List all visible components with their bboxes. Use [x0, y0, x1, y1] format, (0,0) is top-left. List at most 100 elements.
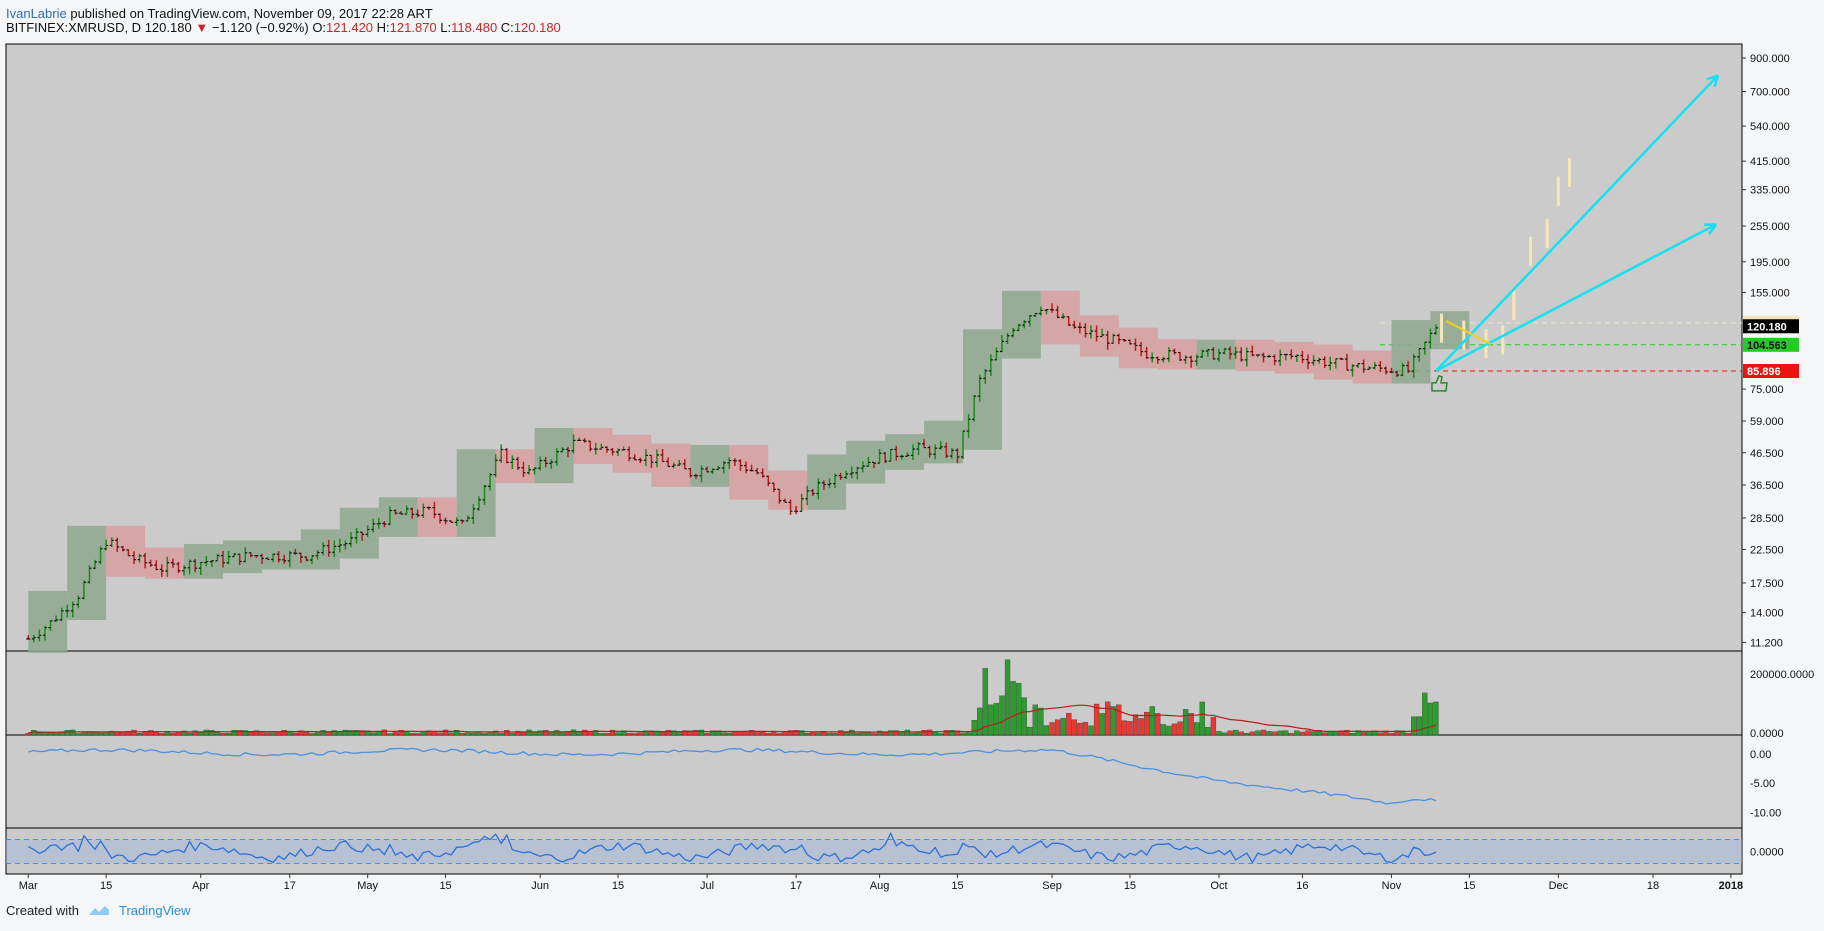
time-tick-label: 2018 — [1719, 880, 1743, 892]
volume-bar — [470, 732, 477, 736]
tradingview-link[interactable]: TradingView — [118, 903, 191, 918]
volume-bar — [1399, 730, 1406, 736]
volume-bar — [1305, 730, 1311, 736]
price-tick-label: 335.000 — [1750, 185, 1790, 197]
volume-bar — [498, 733, 504, 736]
price-tick-label: 14.000 — [1750, 608, 1784, 620]
volume-bar — [1010, 681, 1016, 736]
volume-bar — [1082, 722, 1089, 736]
volume-bar — [632, 733, 638, 736]
volume-bar — [1405, 733, 1411, 736]
volume-bar — [459, 733, 465, 736]
volume-bar — [637, 732, 643, 736]
volume-bar — [849, 729, 855, 736]
volume-bar — [1188, 713, 1194, 736]
volume-bar — [1027, 726, 1033, 736]
volume-bar — [860, 732, 866, 736]
volume-bar — [148, 730, 154, 736]
volume-bar — [426, 730, 432, 736]
volume-bar — [1288, 733, 1294, 736]
volume-bar — [776, 733, 783, 736]
weekly-box — [339, 507, 379, 559]
volume-bar — [643, 730, 649, 736]
volume-bar — [876, 730, 883, 736]
symbol-title: BITFINEX:XMRUSD, D — [6, 20, 142, 35]
volume-bar — [1227, 730, 1233, 736]
volume-bar — [309, 733, 315, 736]
volume-bar — [1221, 732, 1228, 736]
volume-bar — [1054, 719, 1061, 736]
volume-bar — [209, 730, 215, 736]
price-tick-label: 195.000 — [1750, 257, 1790, 269]
volume-bar — [687, 730, 694, 736]
volume-bar — [949, 730, 955, 736]
volume-bar — [437, 732, 443, 736]
weekly-box — [300, 529, 340, 570]
volume-bar — [543, 730, 549, 736]
volume-bar — [1310, 731, 1317, 736]
volume-bar — [648, 730, 655, 736]
volume-bar — [787, 730, 794, 736]
volume-bar — [1021, 697, 1027, 736]
volume-bar — [882, 732, 888, 736]
weekly-box — [690, 445, 730, 487]
volume-bar — [1216, 731, 1222, 736]
volume-bar — [120, 732, 126, 736]
volume-bar — [454, 730, 460, 736]
author-link[interactable]: IvanLabrie — [6, 6, 67, 21]
weekly-box — [846, 440, 886, 484]
low-value: 118.480 — [451, 20, 498, 35]
volume-bar — [1016, 683, 1022, 736]
volume-bar — [520, 732, 527, 736]
volume-bar — [1360, 732, 1367, 736]
time-tick-label: 16 — [1296, 880, 1308, 892]
volume-bar — [965, 732, 972, 736]
last-price: 120.180 — [144, 20, 192, 35]
price-tick-label: 700.000 — [1750, 87, 1790, 99]
volume-tick-label: 0.0000 — [1750, 728, 1784, 740]
volume-bar — [220, 733, 226, 736]
volume-bar — [1205, 727, 1211, 736]
volume-bar — [1182, 709, 1189, 736]
volume-bar — [248, 731, 254, 736]
volume-bar — [170, 732, 176, 736]
volume-bar — [353, 730, 360, 736]
weekly-box — [145, 547, 185, 579]
volume-bar — [92, 732, 98, 736]
price-tick-label: 22.500 — [1750, 544, 1784, 556]
weekly-box — [573, 427, 613, 464]
time-tick-label: Aug — [870, 880, 890, 892]
weekly-box — [1274, 341, 1314, 374]
volume-bar — [804, 733, 810, 736]
price-tick-label: 900.000 — [1750, 53, 1790, 65]
price-marker-bg — [1743, 337, 1799, 352]
volume-bar — [281, 730, 287, 736]
price-tick-label: 75.000 — [1750, 384, 1784, 396]
volume-bar — [298, 730, 304, 736]
volume-bar — [1155, 713, 1161, 736]
weekly-box — [768, 470, 808, 510]
volume-bar — [709, 730, 716, 736]
volume-bar — [582, 729, 588, 736]
volume-bar — [598, 733, 605, 736]
volume-bar — [142, 731, 148, 736]
volume-bar — [237, 730, 243, 736]
volume-bar — [698, 729, 705, 736]
volume-bar — [1049, 722, 1055, 736]
volume-bar — [331, 730, 337, 736]
volume-bar — [1110, 706, 1116, 736]
high-label: H: — [376, 20, 390, 35]
volume-bar — [554, 730, 560, 736]
volume-bar — [954, 730, 961, 736]
volume-bar — [448, 732, 454, 736]
volume-bar — [1127, 721, 1133, 736]
volume-bar — [492, 730, 499, 736]
volume-bar — [799, 730, 805, 736]
time-tick-label: Apr — [192, 880, 209, 892]
volume-bar — [693, 729, 699, 736]
volume-bar — [1277, 730, 1283, 736]
weekly-box — [1001, 290, 1041, 359]
arrow-head-icon — [1706, 74, 1720, 88]
close-value: 120.180 — [513, 20, 561, 35]
